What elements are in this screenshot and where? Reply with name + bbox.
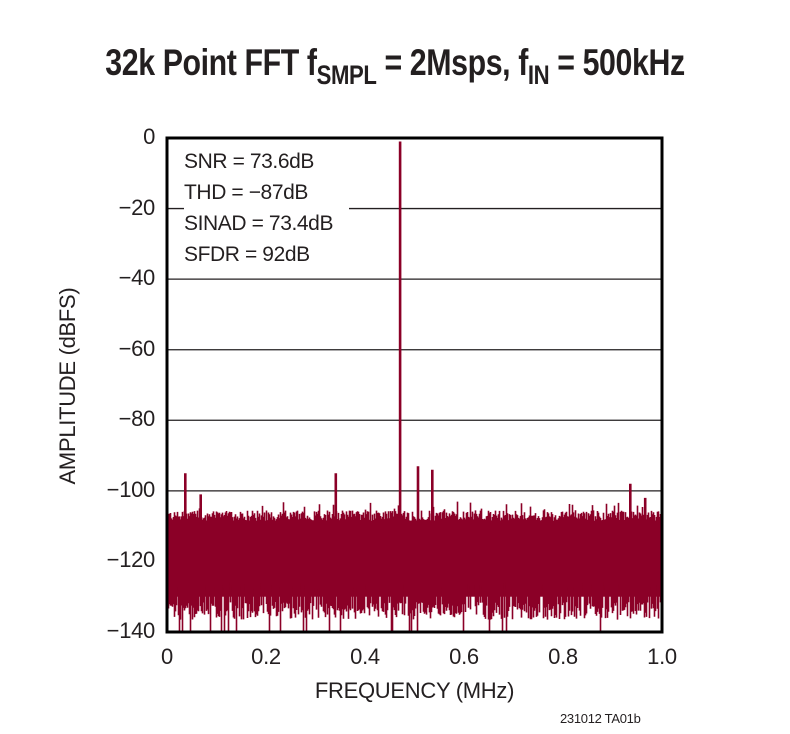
y-tick-label: −60: [118, 335, 156, 361]
y-tick-label: −100: [106, 476, 156, 502]
x-tick-label: 1.0: [647, 644, 677, 669]
y-tick-label: −80: [118, 406, 156, 432]
x-tick-label: 0.2: [251, 644, 281, 669]
y-tick-label: −20: [118, 194, 156, 220]
x-tick-label: 0: [161, 644, 173, 669]
stat-sfdr: SFDR = 92dB: [184, 243, 310, 266]
stats-legend: SNR = 73.6dB THD = −87dB SINAD = 73.4dB …: [184, 146, 350, 270]
figure-id: 231012 TA01b: [560, 711, 641, 726]
x-tick-label: 0.4: [350, 644, 380, 669]
plot-frame: [165, 136, 664, 634]
x-tick-label: 0.8: [548, 644, 578, 669]
y-tick-label: 0: [143, 124, 155, 149]
y-tick-label: −120: [106, 547, 156, 573]
x-tick-label: 0.6: [449, 644, 479, 669]
y-axis-label: AMPLITUDE (dBFS): [55, 287, 80, 485]
chart-title: 32k Point FFT fSMPL = 2Msps, fIN = 500kH…: [105, 42, 685, 90]
stat-snr: SNR = 73.6dB: [184, 150, 315, 173]
x-axis-label: FREQUENCY (MHz): [314, 678, 515, 703]
stat-thd: THD = −87dB: [184, 181, 308, 204]
stat-sinad: SINAD = 73.4dB: [184, 212, 334, 235]
y-tick-label: −140: [106, 618, 156, 643]
y-tick-label: −40: [118, 265, 156, 291]
